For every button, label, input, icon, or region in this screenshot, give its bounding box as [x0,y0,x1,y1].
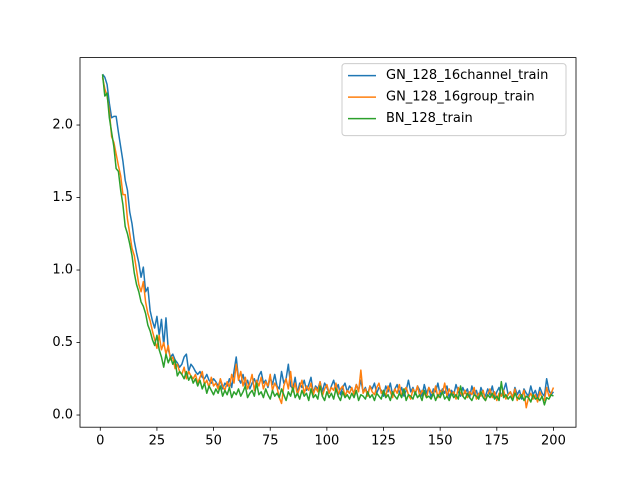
x-tick-label: 25 [149,434,166,449]
legend-label: GN_128_16group_train [386,90,535,105]
y-tick-label: 1.5 [52,190,73,205]
x-tick-label: 0 [96,434,104,449]
series-line [101,77,555,409]
y-tick-label: 2.0 [52,118,73,133]
x-tick-label: 150 [428,434,453,449]
x-tick-label: 175 [484,434,509,449]
x-tick-label: 50 [205,434,222,449]
y-tick-label: 1.0 [52,263,73,278]
x-tick-label: 200 [541,434,566,449]
legend-label: GN_128_16channel_train [386,68,548,83]
y-tick-label: 0.0 [52,408,73,423]
y-tick-label: 0.5 [52,335,73,350]
axes-frame [79,57,577,428]
x-tick-label: 100 [314,434,339,449]
legend-label: BN_128_train [386,111,473,126]
x-tick-label: 125 [371,434,396,449]
legend-box [341,63,567,137]
x-tick-label: 75 [262,434,279,449]
series-line [101,74,554,406]
